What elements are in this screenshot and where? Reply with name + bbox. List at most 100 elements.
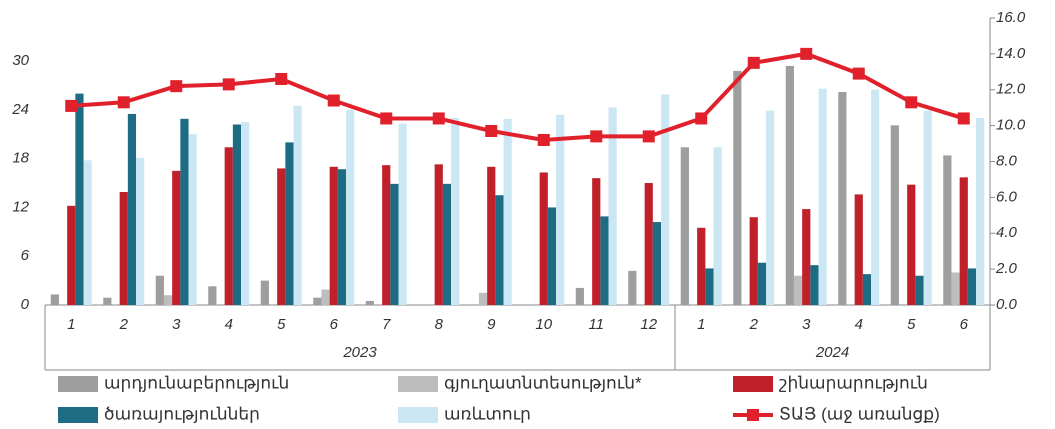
bar [967, 268, 977, 305]
bar [180, 118, 189, 306]
bar [661, 94, 670, 305]
legend-label: գյուղատնտեսություն* [444, 373, 642, 392]
x-tick-label: 1 [67, 316, 75, 333]
legend-swatch [398, 407, 438, 423]
x-tick-label: 6 [960, 316, 969, 333]
bar [50, 294, 59, 305]
x-tick-label: 3 [802, 316, 811, 333]
bar [260, 280, 269, 305]
bar [127, 113, 137, 305]
y2-tick-label: 10.0 [996, 117, 1026, 134]
bar [556, 114, 565, 306]
bar [434, 164, 443, 305]
bar [838, 91, 847, 305]
bar [478, 292, 488, 305]
bar [75, 93, 84, 305]
bar [346, 109, 355, 305]
x-tick-label: 4 [855, 316, 863, 333]
bar [943, 155, 952, 305]
bar [976, 118, 985, 305]
y2-tick-label: 8.0 [996, 152, 1018, 169]
y-tick-label: 24 [11, 101, 29, 118]
line-marker [852, 67, 865, 80]
bar [757, 262, 767, 305]
y-tick-label: 18 [12, 150, 29, 167]
line-marker [590, 130, 603, 143]
x-tick-label: 5 [907, 316, 916, 333]
bar [810, 265, 819, 305]
y-tick-label: 12 [12, 198, 29, 215]
bar [136, 157, 145, 305]
bar [442, 183, 452, 305]
bar [398, 123, 407, 305]
bar [600, 216, 609, 305]
y-tick-label: 6 [21, 247, 30, 264]
bar [365, 300, 374, 305]
line-marker [117, 96, 130, 109]
bar [390, 183, 399, 305]
bar [172, 170, 181, 305]
line-marker [800, 47, 813, 60]
bar [503, 118, 512, 306]
bar [608, 107, 617, 305]
x-tick-label: 8 [435, 316, 444, 333]
bar [119, 191, 128, 305]
bar [923, 110, 932, 306]
line-marker [485, 125, 498, 138]
line-marker [905, 96, 918, 109]
legend-swatch [398, 376, 438, 392]
x-tick-label: 2 [749, 316, 759, 333]
bar [155, 275, 164, 305]
line-marker [537, 133, 550, 146]
line-marker [327, 94, 340, 107]
x-tick-label: 3 [172, 316, 181, 333]
y-tick-label: 30 [12, 52, 29, 69]
bar [103, 297, 112, 305]
bar [951, 272, 960, 305]
bar [83, 160, 92, 305]
y2-tick-label: 4.0 [996, 224, 1018, 241]
legend-swatch [733, 376, 773, 392]
bar [749, 217, 758, 305]
bar [67, 205, 76, 305]
bar [862, 274, 872, 305]
bar [592, 178, 601, 305]
bar [329, 166, 338, 305]
x-tick-label: 10 [535, 316, 552, 333]
bar [818, 88, 827, 306]
bar [547, 207, 557, 305]
legend-label: շինարարություն [779, 373, 928, 392]
bar [871, 89, 880, 305]
line [71, 51, 965, 142]
bar [628, 270, 637, 305]
bar [644, 183, 653, 305]
bar [382, 165, 391, 305]
x-tick-label: 5 [277, 316, 286, 333]
line-marker [65, 99, 78, 112]
line-marker [957, 112, 970, 125]
x-tick-label: 6 [330, 316, 339, 333]
bar [232, 124, 242, 305]
bar [451, 118, 460, 305]
bar [321, 289, 330, 305]
bar [907, 184, 916, 305]
y-tick-label: 0 [21, 296, 30, 313]
bar [487, 166, 496, 305]
y2-tick-label: 6.0 [996, 188, 1018, 205]
x-tick-label: 12 [640, 316, 657, 333]
bar [890, 125, 899, 305]
bar [539, 172, 548, 305]
bar [652, 222, 662, 305]
bar [285, 142, 294, 305]
bar [733, 70, 742, 306]
bar [785, 65, 794, 305]
bar [854, 194, 863, 305]
bar [293, 105, 302, 305]
x-tick-label: 11 [588, 316, 604, 333]
line-marker [432, 112, 445, 125]
y2-tick-label: 12.0 [996, 81, 1026, 98]
bar [208, 286, 217, 305]
x-tick-label: 2 [119, 316, 129, 333]
bar [337, 169, 347, 305]
